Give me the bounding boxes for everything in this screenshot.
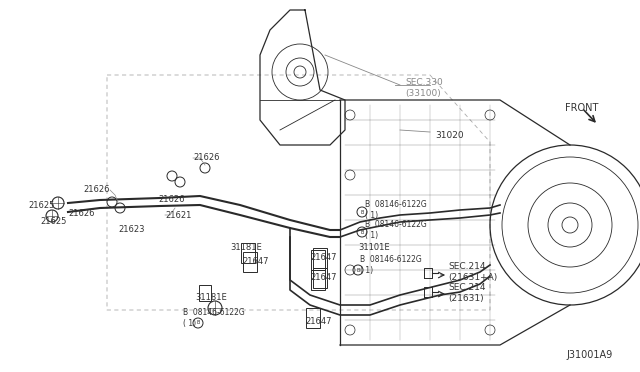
Text: B: B — [360, 209, 364, 215]
Text: SEC.330
(33100): SEC.330 (33100) — [405, 78, 443, 98]
Text: B  08146-6122G
( 1): B 08146-6122G ( 1) — [360, 255, 422, 275]
Text: 31181E: 31181E — [230, 244, 262, 253]
Text: 21647: 21647 — [305, 317, 332, 327]
Text: 21626: 21626 — [193, 154, 220, 163]
Text: 31020: 31020 — [435, 131, 463, 140]
Text: B: B — [356, 267, 360, 273]
Text: 21647: 21647 — [310, 253, 337, 263]
Text: 21626: 21626 — [83, 186, 110, 195]
Text: 21621: 21621 — [165, 211, 191, 219]
Text: 31101E: 31101E — [358, 244, 390, 253]
Text: SEC.214
(21631): SEC.214 (21631) — [448, 283, 486, 303]
Text: B: B — [196, 321, 200, 326]
Text: 21626: 21626 — [68, 208, 95, 218]
Text: B: B — [360, 230, 364, 234]
Bar — [243, 252, 257, 272]
Bar — [306, 308, 320, 328]
Bar — [313, 248, 327, 268]
Text: 31181E: 31181E — [195, 294, 227, 302]
Text: FRONT: FRONT — [565, 103, 598, 113]
Text: B  08146-6122G
( 1): B 08146-6122G ( 1) — [365, 200, 427, 220]
Text: 21626: 21626 — [158, 196, 184, 205]
Text: 21623: 21623 — [118, 225, 145, 234]
Text: J31001A9: J31001A9 — [567, 350, 613, 360]
Text: B  08146-6122G
( 1): B 08146-6122G ( 1) — [183, 308, 244, 328]
Text: 21647: 21647 — [242, 257, 269, 266]
Bar — [313, 268, 327, 288]
Text: 21625: 21625 — [28, 201, 54, 209]
Text: 21625: 21625 — [40, 218, 67, 227]
Text: SEC.214
(21631+A): SEC.214 (21631+A) — [448, 262, 497, 282]
Text: 21647: 21647 — [310, 273, 337, 282]
Text: B  08146-6122G
( 1): B 08146-6122G ( 1) — [365, 220, 427, 240]
